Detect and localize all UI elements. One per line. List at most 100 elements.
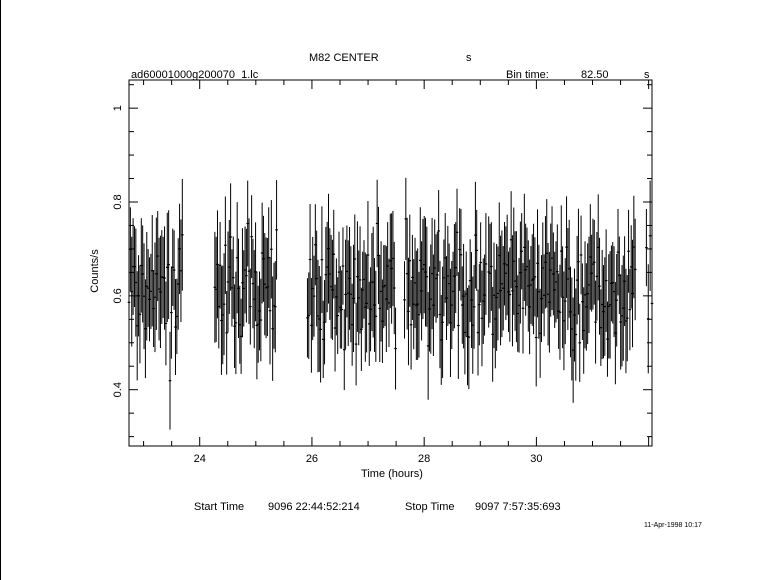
data-point bbox=[161, 236, 165, 319]
y-tick-label: 0.6 bbox=[112, 288, 124, 303]
data-point bbox=[163, 226, 166, 330]
data-point bbox=[409, 280, 413, 370]
data-point bbox=[174, 279, 177, 376]
filename-label: ad60001000g200070_1.lc bbox=[131, 69, 259, 81]
data-point bbox=[594, 280, 597, 364]
data-point bbox=[138, 265, 142, 364]
data-point bbox=[152, 269, 155, 348]
data-point bbox=[467, 285, 471, 390]
data-point bbox=[521, 263, 525, 354]
data-point bbox=[332, 209, 336, 299]
data-point bbox=[270, 200, 273, 299]
y-tick-label: 1 bbox=[112, 105, 124, 111]
object-title: M82 CENTER bbox=[309, 52, 379, 64]
data-point bbox=[627, 209, 630, 293]
data-point bbox=[403, 261, 406, 339]
data-point bbox=[592, 219, 596, 305]
data-point bbox=[408, 214, 412, 307]
data-point bbox=[164, 281, 168, 366]
data-point bbox=[441, 266, 444, 378]
x-tick-label: 30 bbox=[530, 453, 542, 465]
left-frame-border bbox=[0, 0, 1, 580]
data-point bbox=[273, 261, 277, 353]
data-point bbox=[598, 237, 601, 335]
plot-date: 11-Apr-1998 10:17 bbox=[644, 522, 702, 529]
data-point bbox=[225, 291, 228, 375]
x-axis-label: Time (hours) bbox=[361, 468, 423, 480]
data-point bbox=[336, 277, 339, 354]
data-point bbox=[319, 276, 322, 383]
data-point bbox=[360, 287, 363, 371]
data-point bbox=[250, 195, 253, 279]
data-point bbox=[645, 209, 648, 287]
data-point bbox=[142, 243, 146, 350]
data-point bbox=[646, 264, 650, 374]
data-point bbox=[556, 224, 559, 319]
data-point bbox=[604, 229, 608, 332]
data-point bbox=[148, 257, 151, 342]
data-point bbox=[358, 226, 362, 334]
data-point bbox=[167, 210, 170, 320]
stop-time-label: Stop Time bbox=[405, 501, 455, 513]
data-point bbox=[153, 242, 157, 353]
data-point bbox=[175, 278, 179, 355]
data-point bbox=[459, 208, 463, 301]
data-point bbox=[127, 258, 131, 347]
data-point bbox=[457, 272, 460, 379]
data-point bbox=[340, 270, 343, 349]
data-point bbox=[625, 275, 629, 362]
data-point bbox=[155, 217, 158, 330]
data-point bbox=[259, 278, 263, 362]
data-point bbox=[229, 183, 232, 291]
data-point bbox=[268, 256, 272, 365]
data-point bbox=[140, 218, 143, 313]
chart-axes: 24 26 28 30 0.4 0.6 0.8 1 bbox=[112, 79, 653, 465]
data-point bbox=[563, 258, 567, 345]
data-point bbox=[436, 231, 439, 318]
data-point bbox=[156, 211, 160, 302]
data-point bbox=[455, 188, 459, 276]
data-point bbox=[165, 212, 169, 323]
data-point bbox=[275, 180, 278, 280]
data-point bbox=[579, 215, 583, 295]
data-point bbox=[478, 263, 481, 346]
data-point bbox=[141, 225, 144, 323]
bin-time-label: Bin time: bbox=[506, 69, 549, 81]
data-point bbox=[216, 210, 219, 319]
data-point bbox=[341, 227, 345, 305]
data-point bbox=[394, 307, 397, 390]
data-point bbox=[222, 253, 226, 356]
data-point bbox=[133, 226, 136, 308]
data-point bbox=[218, 221, 222, 309]
data-point bbox=[628, 268, 632, 351]
data-point bbox=[159, 235, 162, 349]
data-point bbox=[534, 288, 538, 387]
object-unit: s bbox=[466, 52, 472, 64]
data-point bbox=[134, 228, 138, 337]
stop-time-value: 9097 7:57:35:693 bbox=[475, 501, 561, 513]
data-point bbox=[508, 247, 512, 342]
data-point bbox=[374, 270, 378, 362]
data-point bbox=[146, 249, 150, 328]
y-tick-label: 0.8 bbox=[112, 194, 124, 209]
data-point bbox=[171, 228, 175, 306]
data-point bbox=[224, 196, 227, 294]
data-point bbox=[407, 257, 410, 366]
data-point bbox=[533, 237, 537, 317]
data-point bbox=[578, 303, 582, 382]
data-point bbox=[307, 272, 311, 360]
data-point bbox=[437, 190, 440, 272]
data-point bbox=[172, 230, 176, 310]
data-point bbox=[366, 201, 370, 310]
bin-time-value: 82.50 bbox=[581, 69, 609, 81]
data-point bbox=[577, 208, 580, 315]
data-point bbox=[234, 271, 238, 375]
data-point bbox=[312, 255, 316, 337]
data-point bbox=[475, 209, 479, 291]
start-time-value: 9096 22:44:52:214 bbox=[268, 501, 360, 513]
data-point bbox=[144, 279, 147, 379]
data-point bbox=[484, 213, 488, 315]
data-point bbox=[520, 213, 523, 290]
data-point bbox=[490, 222, 493, 311]
